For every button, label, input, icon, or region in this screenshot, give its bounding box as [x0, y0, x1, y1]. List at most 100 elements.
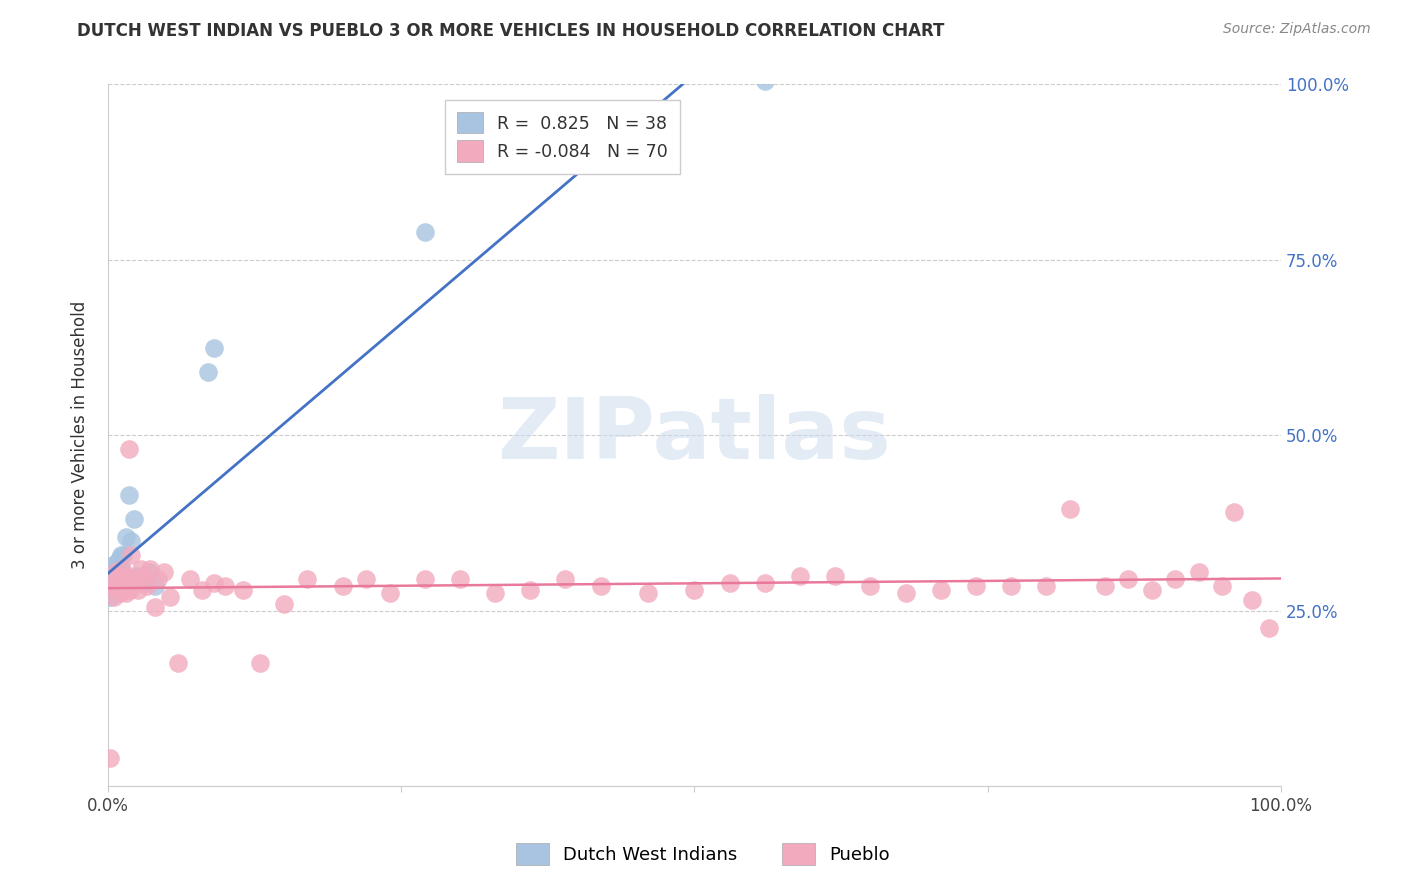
Point	[965, 579, 987, 593]
Point	[249, 657, 271, 671]
Point	[297, 572, 319, 586]
Point	[120, 582, 142, 597]
Point	[120, 548, 142, 562]
Point	[112, 572, 135, 586]
Point	[413, 572, 436, 586]
Point	[105, 561, 128, 575]
Point	[122, 512, 145, 526]
Point	[413, 225, 436, 239]
Point	[101, 579, 124, 593]
Point	[449, 572, 471, 586]
Point	[107, 565, 129, 579]
Point	[1035, 579, 1057, 593]
Point	[519, 582, 541, 597]
Point	[754, 575, 776, 590]
Point	[143, 600, 166, 615]
Point	[191, 582, 214, 597]
Point	[894, 586, 917, 600]
Point	[159, 590, 181, 604]
Point	[101, 558, 124, 573]
Point	[118, 488, 141, 502]
Text: ZIPatlas: ZIPatlas	[498, 393, 891, 477]
Point	[1164, 572, 1187, 586]
Point	[112, 548, 135, 562]
Point	[132, 568, 155, 582]
Point	[148, 572, 170, 586]
Point	[1094, 579, 1116, 593]
Point	[111, 572, 134, 586]
Point	[197, 365, 219, 379]
Point	[107, 568, 129, 582]
Point	[105, 555, 128, 569]
Point	[110, 575, 132, 590]
Point	[637, 586, 659, 600]
Point	[132, 575, 155, 590]
Point	[824, 568, 846, 582]
Point	[103, 572, 125, 586]
Point	[101, 579, 124, 593]
Point	[129, 561, 152, 575]
Point	[1188, 565, 1211, 579]
Point	[1258, 621, 1281, 635]
Text: DUTCH WEST INDIAN VS PUEBLO 3 OR MORE VEHICLES IN HOUSEHOLD CORRELATION CHART: DUTCH WEST INDIAN VS PUEBLO 3 OR MORE VE…	[77, 22, 945, 40]
Point	[103, 590, 125, 604]
Text: Source: ZipAtlas.com: Source: ZipAtlas.com	[1223, 22, 1371, 37]
Point	[378, 586, 401, 600]
Point	[117, 575, 139, 590]
Point	[1240, 593, 1263, 607]
Point	[98, 572, 121, 586]
Point	[202, 575, 225, 590]
Point	[104, 565, 127, 579]
Point	[1059, 502, 1081, 516]
Point	[332, 579, 354, 593]
Point	[484, 586, 506, 600]
Point	[1223, 506, 1246, 520]
Point	[105, 579, 128, 593]
Point	[1140, 582, 1163, 597]
Point	[1118, 572, 1140, 586]
Point	[104, 579, 127, 593]
Point	[101, 568, 124, 582]
Point	[859, 579, 882, 593]
Point	[153, 565, 176, 579]
Legend: Dutch West Indians, Pueblo: Dutch West Indians, Pueblo	[508, 834, 898, 874]
Point	[214, 579, 236, 593]
Point	[108, 586, 131, 600]
Point	[1211, 579, 1233, 593]
Point	[110, 548, 132, 562]
Point	[273, 597, 295, 611]
Point	[114, 586, 136, 600]
Point	[167, 657, 190, 671]
Point	[98, 751, 121, 765]
Point	[105, 572, 128, 586]
Point	[105, 575, 128, 590]
Point	[104, 561, 127, 575]
Point	[110, 561, 132, 575]
Point	[108, 551, 131, 566]
Point	[929, 582, 952, 597]
Point	[589, 579, 612, 593]
Point	[232, 582, 254, 597]
Point	[105, 572, 128, 586]
Point	[100, 561, 122, 575]
Point	[139, 561, 162, 575]
Y-axis label: 3 or more Vehicles in Household: 3 or more Vehicles in Household	[72, 301, 89, 569]
Point	[718, 575, 741, 590]
Point	[135, 579, 157, 593]
Point	[114, 530, 136, 544]
Point	[202, 341, 225, 355]
Point	[125, 572, 148, 586]
Point	[127, 568, 149, 582]
Point	[103, 561, 125, 575]
Point	[120, 533, 142, 548]
Point	[789, 568, 811, 582]
Point	[354, 572, 377, 586]
Legend: R =  0.825   N = 38, R = -0.084   N = 70: R = 0.825 N = 38, R = -0.084 N = 70	[446, 100, 681, 174]
Point	[1000, 579, 1022, 593]
Point	[179, 572, 201, 586]
Point	[112, 575, 135, 590]
Point	[111, 582, 134, 597]
Point	[127, 582, 149, 597]
Point	[554, 572, 576, 586]
Point	[138, 565, 160, 579]
